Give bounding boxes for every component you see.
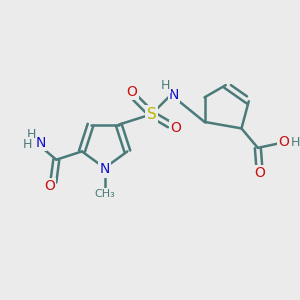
Text: O: O bbox=[170, 121, 181, 135]
Text: O: O bbox=[44, 179, 55, 193]
Text: N: N bbox=[35, 136, 46, 150]
Text: N: N bbox=[100, 162, 110, 176]
Text: H: H bbox=[23, 138, 33, 151]
Text: S: S bbox=[147, 107, 157, 122]
Text: H: H bbox=[27, 128, 36, 141]
Text: N: N bbox=[169, 88, 179, 102]
Text: H: H bbox=[161, 79, 170, 92]
Text: O: O bbox=[278, 135, 289, 149]
Text: CH₃: CH₃ bbox=[94, 189, 115, 199]
Text: O: O bbox=[127, 85, 138, 99]
Text: H: H bbox=[290, 136, 300, 149]
Text: O: O bbox=[254, 166, 265, 180]
